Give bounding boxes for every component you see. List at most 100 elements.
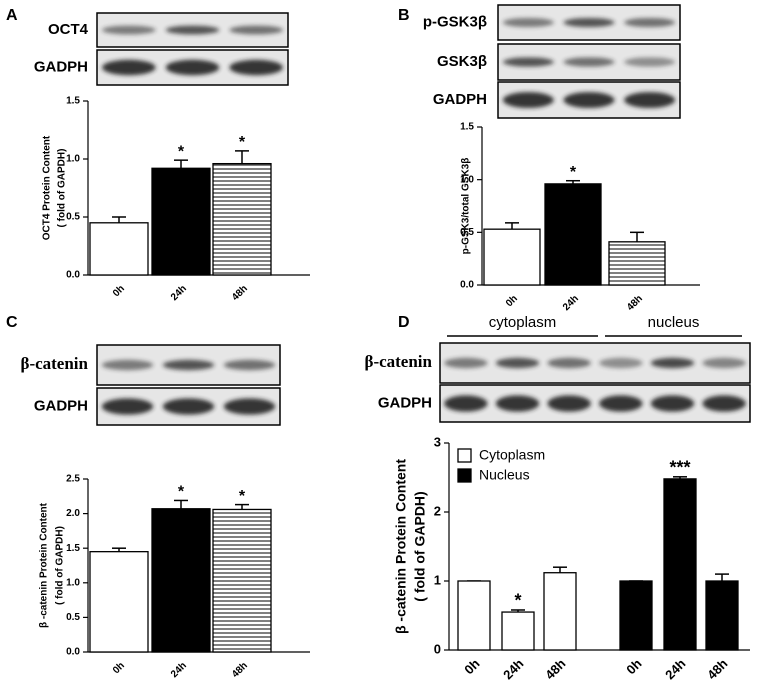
blot-band <box>444 357 488 369</box>
significance-mark: * <box>239 134 246 151</box>
x-tick-label: 24h <box>500 656 526 682</box>
y-tick-label: 3 <box>434 434 441 449</box>
blot-band <box>102 25 156 35</box>
blot-frame <box>439 342 751 384</box>
y-tick-label: 1.5 <box>66 543 80 554</box>
bar <box>544 183 602 286</box>
y-tick-label: 2.5 <box>66 474 80 485</box>
bar <box>705 580 739 651</box>
blot-band <box>702 357 746 369</box>
x-tick-label: 0h <box>504 293 520 309</box>
blot-band <box>563 92 615 108</box>
blot-band <box>162 398 215 415</box>
y-tick-label: 0.0 <box>66 270 80 281</box>
y-tick-label: 1.0 <box>460 174 474 185</box>
y-tick-label: 0.5 <box>460 227 474 238</box>
y-axis-label: OCT4 Protein Content <box>42 135 53 240</box>
blot-band <box>624 92 676 108</box>
bar <box>483 228 541 286</box>
significance-mark: *** <box>669 458 690 478</box>
y-axis-label: ( fold of GAPDH) <box>412 491 428 601</box>
x-tick-label: 48h <box>230 660 250 680</box>
y-axis-label: β -catenin Protein Content <box>393 459 409 634</box>
blot-label: GADPH <box>34 397 88 414</box>
legend-swatch <box>457 468 472 483</box>
bar <box>608 241 666 286</box>
y-tick-label: 0.5 <box>66 612 80 623</box>
y-axis-label: β -catenin Protein Content <box>39 502 50 628</box>
panel-label: D <box>398 314 410 331</box>
y-axis-label: p-GSK3/total GSK3β <box>461 158 472 255</box>
y-tick-label: 0 <box>434 641 441 656</box>
blot-label: GADPH <box>378 394 432 411</box>
x-tick-label: 0h <box>623 656 644 677</box>
group-label: nucleus <box>648 314 700 331</box>
significance-mark: * <box>239 488 246 505</box>
x-tick-label: 48h <box>542 656 568 682</box>
panel-label: C <box>6 314 18 331</box>
blot-band <box>702 395 746 412</box>
x-tick-label: 24h <box>169 660 189 680</box>
y-tick-label: 1.0 <box>66 577 80 588</box>
blot-label: GSK3β <box>437 53 487 70</box>
blot-band <box>101 398 154 415</box>
blot-band <box>502 92 554 108</box>
x-tick-label: 24h <box>561 293 581 313</box>
bar <box>619 580 653 651</box>
bar <box>457 580 491 651</box>
bar <box>89 222 149 276</box>
y-tick-label: 1.0 <box>66 154 80 165</box>
blot-band <box>563 57 615 67</box>
blot-band <box>229 59 283 76</box>
y-axis-label: ( fold of GAPDH) <box>57 149 68 228</box>
y-tick-label: 0.5 <box>66 212 80 223</box>
x-tick-label: 48h <box>625 293 645 313</box>
blot-frame <box>439 384 751 423</box>
blot-band <box>223 359 276 371</box>
x-tick-label: 0h <box>461 656 482 677</box>
x-tick-label: 24h <box>662 656 688 682</box>
blot-band <box>599 357 643 369</box>
blot-label: GADPH <box>34 58 88 75</box>
bar <box>543 572 577 651</box>
blot-band <box>624 57 676 67</box>
bar <box>501 611 535 651</box>
blot-label: GADPH <box>433 91 487 108</box>
y-tick-label: 2 <box>434 503 441 518</box>
x-tick-label: 48h <box>230 283 250 303</box>
panel-label: B <box>398 7 410 24</box>
bar <box>151 508 211 653</box>
blot-band <box>495 395 540 412</box>
x-tick-label: 24h <box>169 283 189 303</box>
y-tick-label: 0.0 <box>460 280 474 291</box>
blot-band <box>162 359 215 371</box>
significance-mark: * <box>570 164 577 181</box>
bar <box>663 478 697 651</box>
blot-band <box>101 359 154 371</box>
blot-band <box>229 25 283 35</box>
y-tick-label: 0.0 <box>66 647 80 658</box>
blot-band <box>624 17 676 28</box>
bar <box>212 508 272 653</box>
significance-mark: * <box>514 591 521 611</box>
blot-label: β-catenin <box>20 354 88 373</box>
blot-band <box>650 395 695 412</box>
significance-mark: * <box>178 484 185 501</box>
x-tick-label: 0h <box>111 283 127 299</box>
y-tick-label: 1.5 <box>460 122 474 133</box>
blot-band <box>563 17 615 28</box>
legend-swatch <box>457 448 472 463</box>
x-tick-label: 0h <box>111 660 127 676</box>
bar <box>89 551 149 653</box>
blot-label: β-catenin <box>364 352 432 371</box>
y-tick-label: 2.0 <box>66 508 80 519</box>
blot-band <box>599 395 643 412</box>
blot-band <box>495 357 540 369</box>
blot-band <box>547 357 591 369</box>
legend-label: Nucleus <box>479 467 530 483</box>
y-axis-label: ( fold of GAPDH) <box>55 526 66 605</box>
legend-label: Cytoplasm <box>479 447 545 463</box>
y-tick-label: 1 <box>434 572 441 587</box>
blot-band <box>547 395 591 412</box>
